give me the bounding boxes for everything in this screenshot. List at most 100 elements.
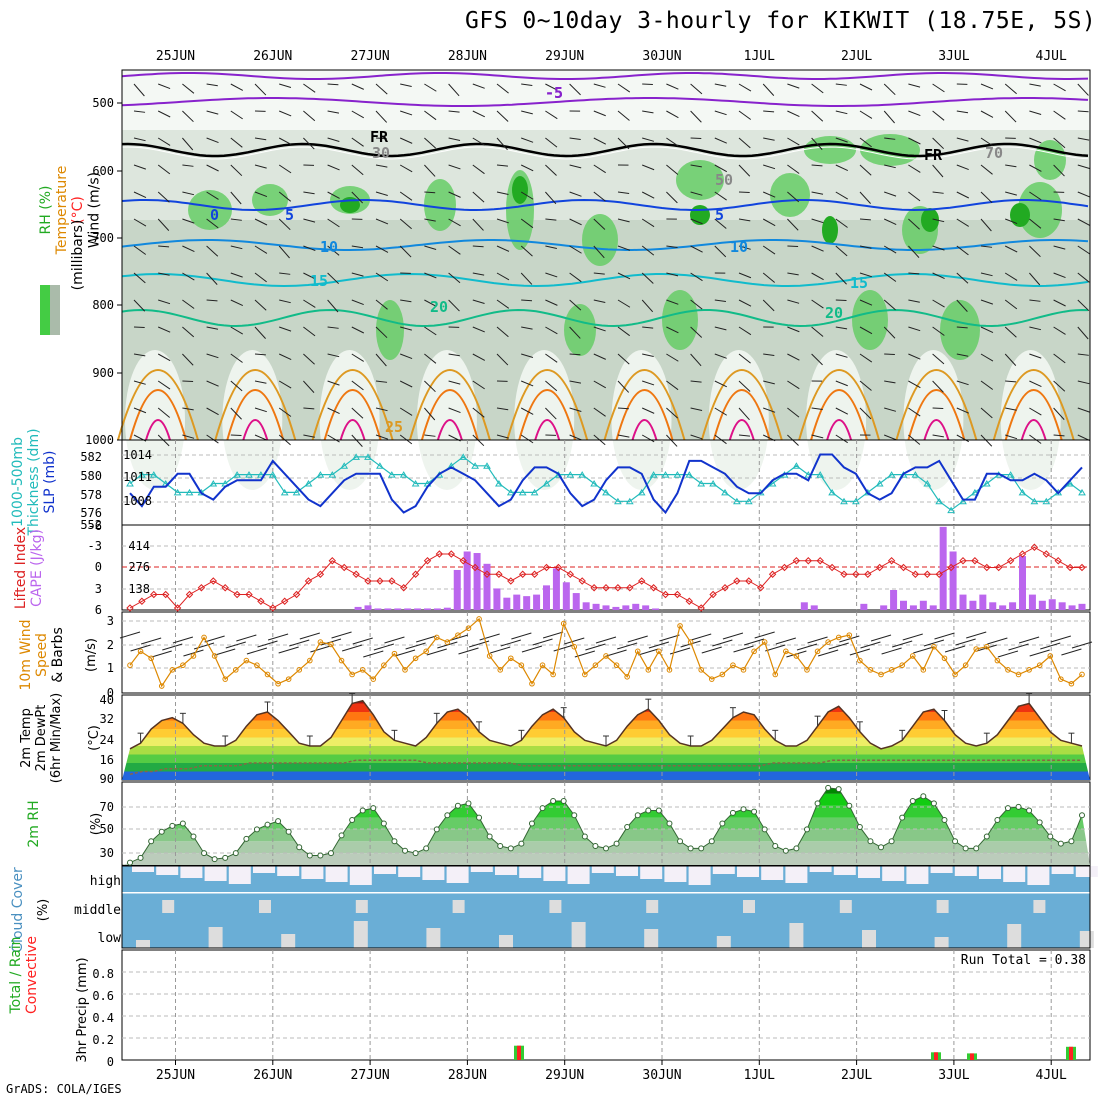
cloud-low-gap — [353, 921, 368, 948]
cloud-low-gap — [208, 927, 223, 948]
temp-band — [122, 771, 1090, 780]
wind-barb — [908, 380, 921, 389]
wind-barb — [811, 164, 823, 167]
wind-barb — [980, 299, 994, 305]
rh2m-point — [433, 826, 440, 833]
cloud-high-gap — [374, 866, 396, 874]
freezing-level — [121, 142, 1089, 158]
cape-bar — [384, 608, 392, 610]
cloud-mid-gap — [452, 900, 465, 913]
thickness-point — [530, 488, 539, 496]
lifted-index-point — [745, 577, 753, 585]
contour-label: 5 — [285, 206, 294, 224]
wind-barb — [1029, 218, 1042, 229]
wind10m-barb — [966, 631, 987, 639]
wind-barb — [666, 191, 678, 204]
y-tick-label: 40 — [100, 693, 114, 707]
wind-barb — [375, 164, 388, 168]
wind-barb — [1005, 434, 1018, 440]
wind-barb — [932, 110, 945, 121]
wind-barb — [932, 83, 945, 93]
y-tick-label: 576 — [80, 506, 102, 520]
lifted-index-point — [780, 563, 789, 572]
wind-barb — [424, 434, 436, 437]
wind-barb — [133, 191, 147, 199]
wind-barb — [738, 326, 752, 336]
wind10m-point — [751, 648, 757, 655]
wind-ylabel: 10m WindSpeed& Barbs — [18, 619, 66, 690]
cloud-high-gap — [495, 866, 517, 875]
wind-barb — [230, 272, 243, 278]
rh2m-point — [698, 845, 705, 852]
wind-barb — [932, 407, 944, 410]
wind-barb — [279, 299, 291, 304]
wind-barb — [714, 407, 727, 416]
rh2m-point — [454, 802, 461, 809]
svg-text:Lifted IndexCAPE (J/kg): Lifted IndexCAPE (J/kg) — [13, 527, 45, 609]
y-tick-label: 900 — [92, 366, 114, 380]
wind-barb — [496, 218, 509, 224]
wind-barb — [787, 326, 800, 333]
thickness-point — [923, 480, 932, 487]
wind-barb — [617, 299, 631, 308]
cape-bar — [394, 608, 402, 610]
thickness-point — [209, 480, 218, 487]
wind-barb — [521, 299, 533, 302]
cloud-high-gap — [132, 866, 154, 872]
wind-barb — [424, 110, 437, 121]
wind-barb — [206, 137, 219, 144]
lifted-index-point — [399, 584, 408, 592]
lifted-index-point — [947, 563, 955, 572]
cloud-divider — [122, 892, 1090, 894]
lifted-index-point — [899, 563, 908, 572]
rh2m-point — [1015, 803, 1022, 810]
cloud-mid-gap — [162, 900, 175, 913]
wind10m-point — [465, 625, 472, 632]
wind-barb — [351, 380, 364, 391]
wind-barb — [254, 164, 267, 169]
wind-barb — [496, 272, 510, 281]
rh2m-point — [148, 838, 155, 845]
thickness-point — [804, 471, 813, 478]
wind-barb — [617, 191, 630, 195]
wind-barb — [932, 245, 945, 251]
thickness-point — [149, 471, 158, 478]
cape-bar — [503, 597, 511, 610]
wind-barb — [1077, 83, 1089, 96]
wind-barb — [641, 434, 655, 443]
wind-barb — [400, 299, 412, 303]
wind-barb — [811, 353, 823, 366]
cloud-ylabel: Cloud Cover — [10, 867, 26, 953]
rh2m-point — [190, 833, 197, 840]
temp-band — [122, 763, 1090, 772]
wind-barb — [520, 191, 534, 200]
lifted-index-point — [245, 590, 253, 599]
wind10m-point — [687, 639, 694, 645]
upper-ylabel: RH (%)Temperature(°C)Wind (m/s) — [38, 166, 102, 256]
wind-barb — [424, 299, 437, 307]
wind-barb — [1077, 272, 1090, 283]
svg-text:(°C): (°C) — [87, 725, 102, 751]
wind-barb — [448, 164, 461, 170]
wind-barb — [883, 218, 897, 226]
wind-barb — [375, 137, 387, 140]
svg-text:(%): (%) — [89, 813, 104, 836]
wind-barb — [1053, 83, 1066, 92]
cloud-level-label: middle — [74, 903, 121, 918]
panel-frame — [121, 865, 1091, 949]
wind-barb — [472, 326, 485, 333]
wind-barb — [254, 137, 267, 141]
wind-barb — [399, 137, 413, 144]
wind-barb — [327, 245, 340, 256]
wind-barb — [714, 218, 727, 229]
wind10m-point — [571, 643, 578, 650]
svg-text:2m Temp2m DewPt(6hr Min/Max): 2m Temp2m DewPt(6hr Min/Max) — [19, 693, 64, 783]
y-tick-label: 800 — [92, 298, 114, 312]
wind-barb — [811, 407, 823, 411]
wind-barb — [472, 299, 485, 304]
wind-barb — [811, 137, 823, 150]
wind10m-barb — [955, 638, 976, 646]
wind-barb — [617, 110, 630, 121]
wind10m-barb — [289, 639, 310, 647]
rh2m-point — [983, 833, 990, 840]
